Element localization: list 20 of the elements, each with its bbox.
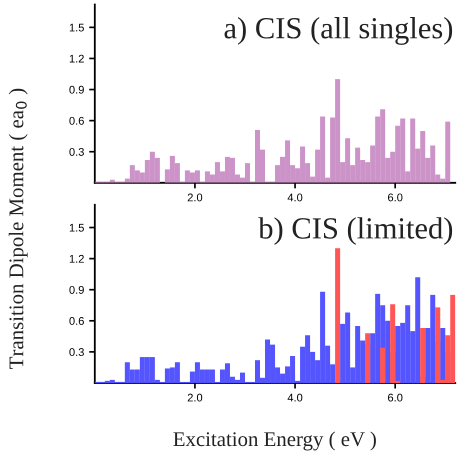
- x-tick-label: 6.0: [388, 194, 402, 202]
- x-tick-label: 6.0: [388, 394, 402, 402]
- x-tick-label: 2.0: [188, 394, 202, 402]
- chart-title: b) CIS (limited): [258, 217, 452, 245]
- chart-title: a) CIS (all singles): [224, 17, 452, 45]
- y-axis-title: Transition Dipole Moment ( ea$_{0}$ ): [8, 88, 28, 369]
- y-tick-label: 0.9: [69, 286, 84, 294]
- y-tick-label: 1.2: [70, 54, 84, 62]
- y-tick-label: 0.9: [69, 86, 84, 94]
- x-axis-title: Excitation Energy ( eV ): [173, 432, 376, 450]
- y-tick-label: 1.5: [70, 24, 84, 32]
- x-tick-label: 2.0: [188, 194, 202, 202]
- x-tick-label: 4.0: [288, 394, 302, 402]
- y-tick-label: 1.2: [70, 254, 84, 263]
- y-tick-label: 0.3: [69, 148, 84, 156]
- y-tick-label: 0.6: [69, 317, 84, 325]
- y-tick-label: 0.6: [69, 116, 84, 125]
- y-tick-label: 0.3: [69, 348, 84, 356]
- y-tick-label: 1.5: [70, 224, 84, 232]
- x-tick-label: 4.0: [288, 194, 302, 202]
